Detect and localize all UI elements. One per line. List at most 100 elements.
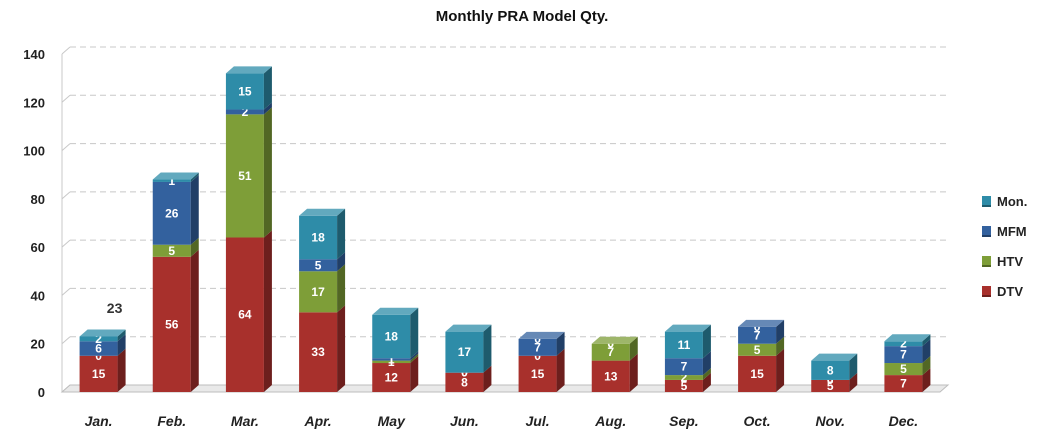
y-tick-label: 80 <box>31 192 45 207</box>
data-label: 18 <box>385 329 399 343</box>
legend-item: HTV <box>982 246 1027 276</box>
bar-dtv <box>299 312 338 392</box>
data-label: 7 <box>754 328 761 342</box>
bar-dtv <box>738 355 777 392</box>
data-label: 2 <box>681 371 688 385</box>
bar-mon <box>152 179 191 182</box>
data-label: 15 <box>531 367 545 381</box>
bar-side <box>410 353 419 364</box>
bar-top <box>811 353 858 361</box>
data-label: 51 <box>238 169 252 183</box>
bar-side <box>922 356 931 376</box>
legend-item: Mon. <box>982 186 1027 216</box>
data-label: 64 <box>238 308 252 322</box>
data-label: 5 <box>681 379 688 393</box>
x-tick-label: Jul. <box>526 413 550 429</box>
data-label: 1 <box>168 174 175 188</box>
legend-item: DTV <box>982 276 1027 306</box>
gridline-side <box>61 288 71 296</box>
gridline-side <box>61 143 71 151</box>
bar-htv <box>664 375 703 380</box>
bar-htv <box>591 343 630 361</box>
bar-mon <box>445 331 484 373</box>
bar-side <box>922 339 931 364</box>
bar-top <box>152 172 199 180</box>
bar-mfm <box>372 358 411 361</box>
y-tick-label: 20 <box>31 337 45 352</box>
x-tick-label: Dec. <box>889 413 919 429</box>
bar-side <box>263 102 272 115</box>
bar-top <box>518 331 565 339</box>
bar-mon <box>225 73 264 110</box>
x-tick-label: Nov. <box>815 413 845 429</box>
bar-dtv <box>225 237 264 392</box>
data-label: 1 <box>388 355 395 369</box>
gridline-side <box>61 191 71 200</box>
bar-side <box>776 336 785 356</box>
bar-top <box>79 329 126 337</box>
y-tick-label: 100 <box>23 144 45 159</box>
y-tick-label: 140 <box>23 47 45 62</box>
bar-side <box>922 334 931 347</box>
y-tick-label: 40 <box>31 288 45 303</box>
bar-side <box>702 324 711 359</box>
bar-mfm <box>225 109 264 115</box>
bar-top <box>738 319 785 327</box>
bar-side <box>190 174 199 245</box>
bar-side <box>337 264 346 313</box>
data-label: 33 <box>311 345 325 359</box>
bar-side <box>556 348 565 392</box>
bar-htv <box>372 360 411 364</box>
bar-mon <box>299 215 338 260</box>
data-label: 11 <box>678 338 691 352</box>
bar-side <box>190 172 199 182</box>
bar-side <box>849 353 858 380</box>
bar-side <box>117 334 126 356</box>
data-label: 7 <box>534 340 541 354</box>
bar-top <box>664 324 711 332</box>
x-tick-label: Mar. <box>231 413 259 429</box>
bar-dtv <box>79 355 118 392</box>
data-label: 7 <box>900 348 907 362</box>
bar-side <box>483 365 492 392</box>
x-tick-label: Oct. <box>743 413 770 429</box>
bar-side <box>337 252 346 272</box>
data-label: 18 <box>311 230 325 244</box>
x-tick-label: Aug. <box>594 413 626 429</box>
bar-htv <box>884 363 923 376</box>
legend-label: MFM <box>997 223 1027 239</box>
data-label: 5 <box>827 379 834 393</box>
data-label: 8 <box>827 363 834 377</box>
bar-side <box>776 319 785 344</box>
bar-dtv <box>884 375 923 392</box>
bar-side <box>849 372 858 392</box>
y-tick-label: 60 <box>31 240 45 255</box>
bar-side <box>483 324 492 373</box>
chart-floor <box>60 384 950 393</box>
bar-side <box>263 66 272 110</box>
legend-label: Mon. <box>997 193 1028 209</box>
bar-side <box>117 329 126 342</box>
bar-top <box>591 336 638 344</box>
bar-side <box>337 208 346 260</box>
data-label: 5 <box>168 244 175 258</box>
bar-top <box>445 324 492 332</box>
data-label: 2 <box>95 332 102 346</box>
chart-title: Monthly PRA Model Qty. <box>435 8 609 25</box>
bar-side <box>702 351 711 376</box>
bar-top <box>884 334 931 342</box>
bar-mfm <box>152 181 191 245</box>
data-label: 7 <box>900 377 907 391</box>
chart-legend: Mon. MFM HTV DTV <box>982 186 1027 306</box>
x-tick-label: Feb. <box>157 413 186 429</box>
data-label: 15 <box>238 84 252 98</box>
bar-top <box>372 307 419 315</box>
bar-dtv <box>664 379 703 392</box>
bar-mon <box>811 360 850 380</box>
data-label: 15 <box>750 367 764 381</box>
bar-dtv <box>445 372 484 392</box>
data-label: 2 <box>900 337 907 351</box>
bar-dtv <box>372 363 411 392</box>
annotation-label: 23 <box>107 300 123 316</box>
data-label: 26 <box>165 206 179 220</box>
